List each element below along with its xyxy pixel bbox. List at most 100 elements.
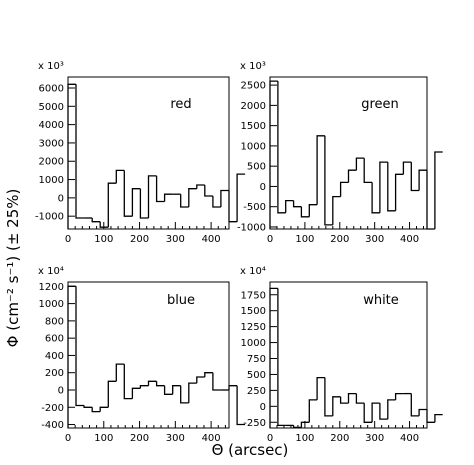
y-tick-label: 3000 bbox=[39, 138, 64, 149]
histogram-bin bbox=[300, 421, 310, 428]
y-tick-label: 500 bbox=[247, 162, 266, 173]
histogram-bin bbox=[123, 170, 133, 217]
x-tick-label: 200 bbox=[330, 433, 349, 444]
histogram-bin bbox=[155, 175, 165, 203]
histogram-bin bbox=[204, 372, 213, 377]
histogram-bin bbox=[107, 380, 117, 408]
y-tick-label: -1000 bbox=[35, 212, 64, 223]
y-tick-label: 800 bbox=[45, 316, 64, 327]
histogram-bin bbox=[379, 403, 388, 420]
x-tick-label: 300 bbox=[365, 433, 384, 444]
x-tick-label: 0 bbox=[65, 234, 71, 245]
y-tick-label: 2500 bbox=[241, 81, 266, 92]
y-tick-label: 1000 bbox=[241, 141, 266, 152]
histogram-bin bbox=[131, 188, 141, 217]
histogram-bin bbox=[434, 151, 443, 229]
y-tick-label: 1500 bbox=[241, 306, 266, 317]
histogram-bin bbox=[394, 392, 404, 400]
y-tick-label: -400 bbox=[41, 420, 64, 431]
y-tick-label: 200 bbox=[45, 368, 64, 379]
histogram-bin bbox=[196, 376, 205, 384]
panel-red: 0 100 200 300 400-10000100020003000400050006… bbox=[35, 61, 246, 245]
histogram-bin bbox=[277, 81, 286, 214]
y-multiplier: x 10⁴ bbox=[240, 266, 266, 277]
x-tick-label: 100 bbox=[94, 234, 113, 245]
x-tick-label: 400 bbox=[400, 433, 419, 444]
histogram-bin bbox=[355, 157, 365, 171]
histogram-bin bbox=[324, 377, 333, 417]
y-tick-label: 500 bbox=[247, 370, 266, 381]
histogram-bin bbox=[332, 396, 341, 416]
histogram-bin bbox=[269, 287, 278, 428]
histogram-bin bbox=[196, 184, 205, 189]
y-tick-label: 1750 bbox=[241, 290, 266, 301]
histogram-bin bbox=[426, 409, 435, 423]
y-multiplier: x 10⁴ bbox=[38, 266, 64, 277]
histogram-bin bbox=[163, 385, 173, 395]
histogram-bin bbox=[236, 173, 246, 222]
y-tick-label: 6000 bbox=[39, 83, 64, 94]
histogram-bin bbox=[75, 286, 85, 407]
histogram-bin bbox=[67, 285, 76, 428]
plot-frame bbox=[67, 281, 230, 429]
histogram-bin bbox=[228, 385, 238, 390]
x-tick-label: 400 bbox=[202, 234, 221, 245]
histogram-bin bbox=[155, 381, 165, 387]
histogram-bin bbox=[131, 387, 141, 399]
x-tick-label: 300 bbox=[166, 433, 185, 444]
histogram-bin bbox=[147, 380, 157, 386]
y-tick-label: -200 bbox=[41, 403, 64, 414]
histogram-bin bbox=[147, 175, 157, 218]
histogram-bin bbox=[228, 190, 238, 223]
panels: 0 100 200 300 400-10000100020003000400050006… bbox=[35, 61, 443, 444]
histogram-bin bbox=[347, 169, 357, 183]
histogram-bin bbox=[99, 221, 109, 228]
histogram-bin bbox=[269, 80, 278, 229]
histogram-bin bbox=[410, 162, 420, 192]
histogram-bin bbox=[387, 162, 396, 212]
histogram-bin bbox=[300, 206, 310, 218]
x-tick-label: 400 bbox=[400, 234, 419, 245]
x-tick-label: 300 bbox=[365, 234, 384, 245]
y-tick-label: 2000 bbox=[39, 157, 64, 168]
y-tick-label: 1250 bbox=[241, 322, 266, 333]
histogram-bin bbox=[363, 403, 373, 423]
histogram-bin bbox=[236, 385, 246, 426]
x-axis-title: Θ (arcsec) bbox=[212, 441, 289, 459]
histogram-bin bbox=[91, 407, 101, 413]
panel-white: 0 100 200 300 400-25002505007501000125015001… bbox=[240, 266, 443, 444]
y-tick-label: 1200 bbox=[39, 282, 64, 293]
histogram-bin bbox=[188, 188, 197, 207]
y-tick-label: -500 bbox=[243, 202, 266, 213]
histogram-bin bbox=[83, 405, 93, 408]
histogram-bin bbox=[139, 188, 149, 219]
y-tick-label: 1000 bbox=[241, 338, 266, 349]
histogram-bin bbox=[410, 393, 420, 417]
histogram-bin bbox=[75, 84, 85, 219]
panel-title: red bbox=[170, 97, 191, 112]
histogram-bin bbox=[220, 189, 229, 207]
histogram-bin bbox=[308, 399, 318, 423]
panel-title: green bbox=[361, 97, 399, 112]
histogram-bin bbox=[115, 169, 125, 184]
histogram-bin bbox=[402, 161, 412, 175]
histogram-bin bbox=[379, 161, 388, 213]
histogram-bin bbox=[180, 194, 189, 208]
x-tick-label: 0 bbox=[65, 433, 71, 444]
x-tick-label: 0 bbox=[267, 433, 273, 444]
histogram-bin bbox=[91, 218, 101, 223]
y-multiplier: x 10³ bbox=[38, 61, 64, 72]
histogram-bin bbox=[387, 399, 396, 420]
y-tick-label: -250 bbox=[243, 418, 266, 429]
y-tick-label: 0 bbox=[58, 385, 64, 396]
histogram-bin bbox=[339, 396, 349, 404]
y-tick-label: 0 bbox=[260, 402, 266, 413]
x-tick-label: 100 bbox=[295, 234, 314, 245]
histogram-bin bbox=[316, 135, 325, 205]
histogram-bin bbox=[355, 393, 365, 404]
histogram-bin bbox=[123, 364, 133, 400]
y-tick-label: 5000 bbox=[39, 102, 64, 113]
y-multiplier: x 10³ bbox=[240, 61, 266, 72]
histogram-bin bbox=[347, 392, 357, 404]
